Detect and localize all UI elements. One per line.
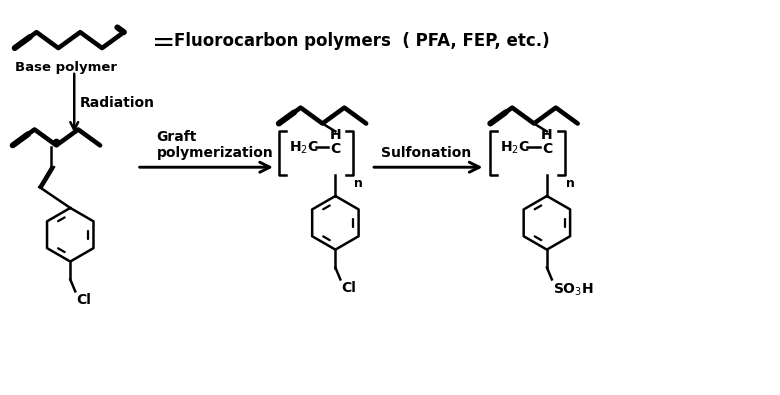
Text: n: n [354,177,363,190]
Text: Base polymer: Base polymer [15,61,117,74]
Text: Radiation: Radiation [80,96,155,110]
Text: Graft
polymerization: Graft polymerization [157,130,274,160]
Text: H: H [541,128,553,143]
Text: C: C [330,142,341,156]
Text: Cl: Cl [342,281,356,295]
Text: H: H [330,128,341,143]
Text: Fluorocarbon polymers  ( PFA, FEP, etc.): Fluorocarbon polymers ( PFA, FEP, etc.) [173,32,549,50]
Text: H$_2$C: H$_2$C [500,139,530,156]
Text: $=$: $=$ [146,27,173,55]
Text: Sulfonation: Sulfonation [381,146,471,160]
Text: n: n [566,177,575,190]
Text: C: C [542,142,552,156]
Text: Cl: Cl [76,293,91,307]
Text: SO$_3$H: SO$_3$H [553,281,594,298]
Text: H$_2$C: H$_2$C [289,139,318,156]
